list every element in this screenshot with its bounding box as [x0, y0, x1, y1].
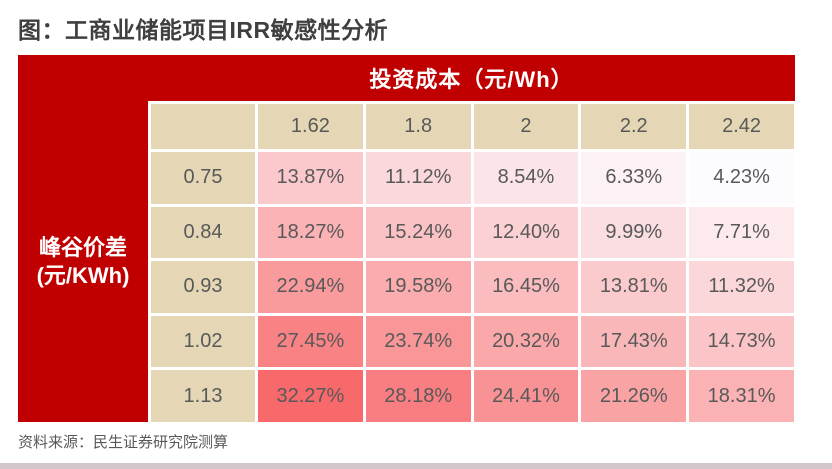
data-cell: 8.54%	[473, 152, 579, 204]
irr-sensitivity-table: 峰谷价差 (元/KWh) 投资成本（元/Wh） 1.62 1.8 2 2.2 2.42 0…	[18, 55, 795, 422]
col-header-cell: 1.62	[258, 104, 363, 149]
row-header-cell: 0.75	[151, 152, 255, 204]
row-header-cell: 0.84	[151, 206, 255, 259]
row-axis-header-line1: 峰谷价差	[38, 235, 127, 260]
data-cell: 18.27%	[258, 206, 363, 259]
data-cell: 28.18%	[365, 370, 471, 422]
data-cell: 23.74%	[365, 315, 471, 368]
data-cell: 14.73%	[689, 315, 794, 368]
data-cell: 20.32%	[473, 315, 579, 368]
data-cell: 17.43%	[581, 315, 687, 368]
data-cell: 7.71%	[689, 206, 794, 259]
data-cell: 13.81%	[581, 261, 687, 313]
data-cell: 9.99%	[581, 206, 687, 259]
data-cell: 15.24%	[365, 206, 471, 259]
row-header-cell: 1.13	[151, 370, 255, 422]
data-cell: 6.33%	[581, 152, 687, 204]
data-cell: 12.40%	[473, 206, 579, 259]
data-cell: 22.94%	[258, 261, 363, 313]
col-header-cell: 2.42	[689, 104, 794, 149]
data-cell: 19.58%	[365, 261, 471, 313]
table-right-section: 投资成本（元/Wh） 1.62 1.8 2 2.2 2.42 0.75 13.87% 11.1…	[148, 55, 795, 422]
bottom-bar	[0, 463, 832, 469]
col-header-cell: 2.2	[581, 104, 687, 149]
col-header-cell: 1.8	[365, 104, 471, 149]
row-axis-header-line2: (元/KWh)	[36, 262, 130, 288]
data-cell: 27.45%	[258, 315, 363, 368]
data-cell: 21.26%	[581, 370, 687, 422]
data-cell: 16.45%	[473, 261, 579, 313]
data-cell: 24.41%	[473, 370, 579, 422]
data-cell: 18.31%	[689, 370, 794, 422]
figure-title: 图：工商业储能项目IRR敏感性分析	[18, 17, 389, 43]
data-cell: 11.12%	[365, 152, 471, 204]
source-note: 资料来源：民生证券研究院测算	[18, 434, 229, 451]
column-axis-header: 投资成本（元/Wh）	[369, 67, 574, 92]
row-axis-header: 峰谷价差 (元/KWh)	[18, 55, 148, 422]
corner-cell	[151, 104, 255, 149]
report-figure: 图：工商业储能项目IRR敏感性分析 峰谷价差 (元/KWh) 投资成本（元/Wh…	[0, 11, 832, 469]
data-cell: 13.87%	[258, 152, 363, 204]
col-header-cell: 2	[473, 104, 579, 149]
row-header-cell: 1.02	[151, 315, 255, 368]
heatmap-grid: 1.62 1.8 2 2.2 2.42 0.75 13.87% 11.12% 8.54% 6.33…	[148, 101, 795, 422]
data-cell: 11.32%	[689, 261, 794, 313]
data-cell: 4.23%	[689, 152, 794, 204]
data-cell: 32.27%	[258, 370, 363, 422]
row-header-cell: 0.93	[151, 261, 255, 313]
